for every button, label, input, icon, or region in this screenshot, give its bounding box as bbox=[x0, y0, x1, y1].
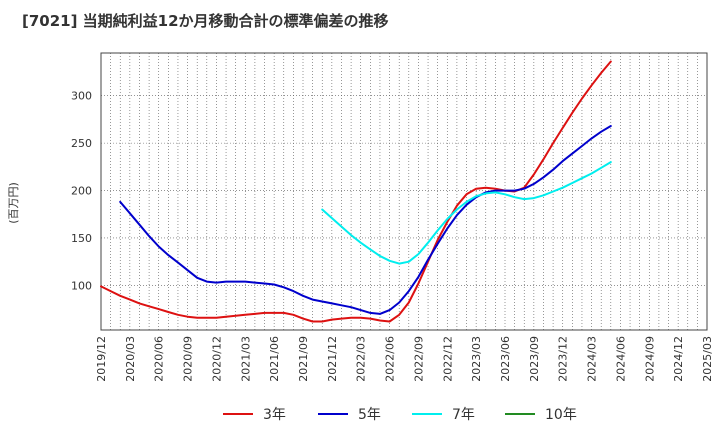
x-tick-label: 2022/06 bbox=[384, 336, 397, 382]
x-tick-label: 2020/09 bbox=[182, 336, 195, 382]
grid bbox=[101, 53, 707, 330]
legend-label-2: 5年 bbox=[358, 407, 381, 423]
y-tick-label: 100 bbox=[71, 279, 92, 292]
series-line-2 bbox=[119, 125, 612, 315]
x-axis: 2019/12 2020/03 2020/06 2020/09 2020/12 2021/… bbox=[95, 336, 714, 382]
legend-label-1: 3年 bbox=[263, 407, 286, 423]
y-tick-label: 150 bbox=[71, 232, 92, 245]
y-axis: 100 150 200 250 300 bbox=[71, 90, 92, 293]
x-tick-label: 2025/03 bbox=[701, 336, 714, 382]
y-axis-label: (百万円) bbox=[7, 182, 20, 224]
x-tick-label: 2019/12 bbox=[95, 336, 108, 382]
x-tick-label: 2020/12 bbox=[210, 336, 223, 382]
x-tick-label: 2020/03 bbox=[124, 336, 137, 382]
legend: 3年 5年 7年 10年 bbox=[223, 407, 577, 423]
series-line-1 bbox=[100, 60, 612, 323]
x-tick-label: 2021/06 bbox=[268, 336, 281, 382]
y-tick-label: 250 bbox=[71, 137, 92, 150]
y-tick-label: 300 bbox=[71, 90, 92, 103]
x-tick-label: 2024/03 bbox=[586, 336, 599, 382]
x-tick-label: 2024/06 bbox=[614, 336, 627, 382]
series-line-3 bbox=[321, 161, 612, 265]
x-tick-label: 2024/09 bbox=[643, 336, 656, 382]
x-tick-label: 2021/09 bbox=[297, 336, 310, 382]
chart-title: [7021] 当期純利益12か月移動合計の標準偏差の推移 bbox=[22, 12, 389, 30]
x-tick-label: 2021/12 bbox=[326, 336, 339, 382]
x-tick-label: 2023/09 bbox=[528, 336, 541, 382]
x-tick-label: 2023/12 bbox=[557, 336, 570, 382]
x-tick-label: 2022/09 bbox=[412, 336, 425, 382]
x-tick-label: 2023/06 bbox=[499, 336, 512, 382]
legend-label-3: 7年 bbox=[452, 407, 475, 423]
y-tick-label: 200 bbox=[71, 185, 92, 198]
plot-frame bbox=[100, 52, 708, 331]
x-tick-label: 2022/03 bbox=[355, 336, 368, 382]
x-tick-label: 2020/06 bbox=[153, 336, 166, 382]
x-tick-label: 2024/12 bbox=[672, 336, 685, 382]
legend-label-4: 10年 bbox=[545, 407, 577, 423]
x-tick-label: 2021/03 bbox=[239, 336, 252, 382]
x-tick-label: 2022/12 bbox=[441, 336, 454, 382]
x-tick-label: 2023/03 bbox=[470, 336, 483, 382]
series-lines bbox=[100, 60, 612, 323]
